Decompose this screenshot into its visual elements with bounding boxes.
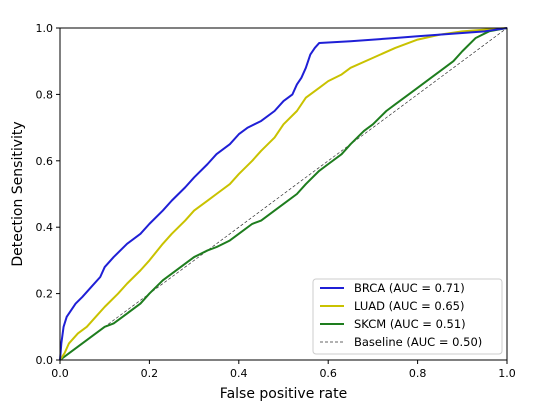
x-tick-label: 0.4 bbox=[230, 367, 248, 380]
y-tick-label: 0.2 bbox=[36, 288, 54, 301]
series-layer bbox=[59, 27, 508, 361]
y-tick-label: 0.4 bbox=[36, 221, 54, 234]
x-tick-label: 0.2 bbox=[141, 367, 159, 380]
legend-label-baseline: Baseline (AUC = 0.50) bbox=[354, 335, 482, 349]
legend: BRCA (AUC = 0.71) LUAD (AUC = 0.65) SKCM… bbox=[312, 278, 503, 355]
legend-box bbox=[312, 278, 503, 355]
y-tick-label: 1.0 bbox=[36, 22, 54, 35]
legend-label-brca: BRCA (AUC = 0.71) bbox=[354, 281, 465, 295]
series-line-brca bbox=[59, 27, 508, 361]
y-tick-label: 0.6 bbox=[36, 155, 54, 168]
plot-frame bbox=[59, 27, 508, 361]
y-axis-ticks: 0.0 0.2 0.4 0.6 0.8 1.0 bbox=[36, 22, 60, 367]
x-axis-label: False positive rate bbox=[220, 386, 347, 402]
x-tick-label: 0.0 bbox=[51, 367, 69, 380]
series-line-luad bbox=[59, 27, 508, 361]
x-tick-label: 0.6 bbox=[319, 367, 337, 380]
y-axis-label: Detection Sensitivity bbox=[10, 121, 26, 266]
y-tick-label: 0.8 bbox=[36, 88, 54, 101]
legend-label-skcm: SKCM (AUC = 0.51) bbox=[354, 317, 466, 331]
series-line-baseline bbox=[59, 27, 508, 361]
legend-label-luad: LUAD (AUC = 0.65) bbox=[354, 299, 464, 313]
x-axis-ticks: 0.0 0.2 0.4 0.6 0.8 1.0 bbox=[51, 360, 516, 380]
series-line-skcm bbox=[59, 27, 508, 361]
y-tick-label: 0.0 bbox=[36, 354, 54, 367]
x-tick-label: 1.0 bbox=[498, 367, 516, 380]
x-tick-label: 0.8 bbox=[409, 367, 427, 380]
